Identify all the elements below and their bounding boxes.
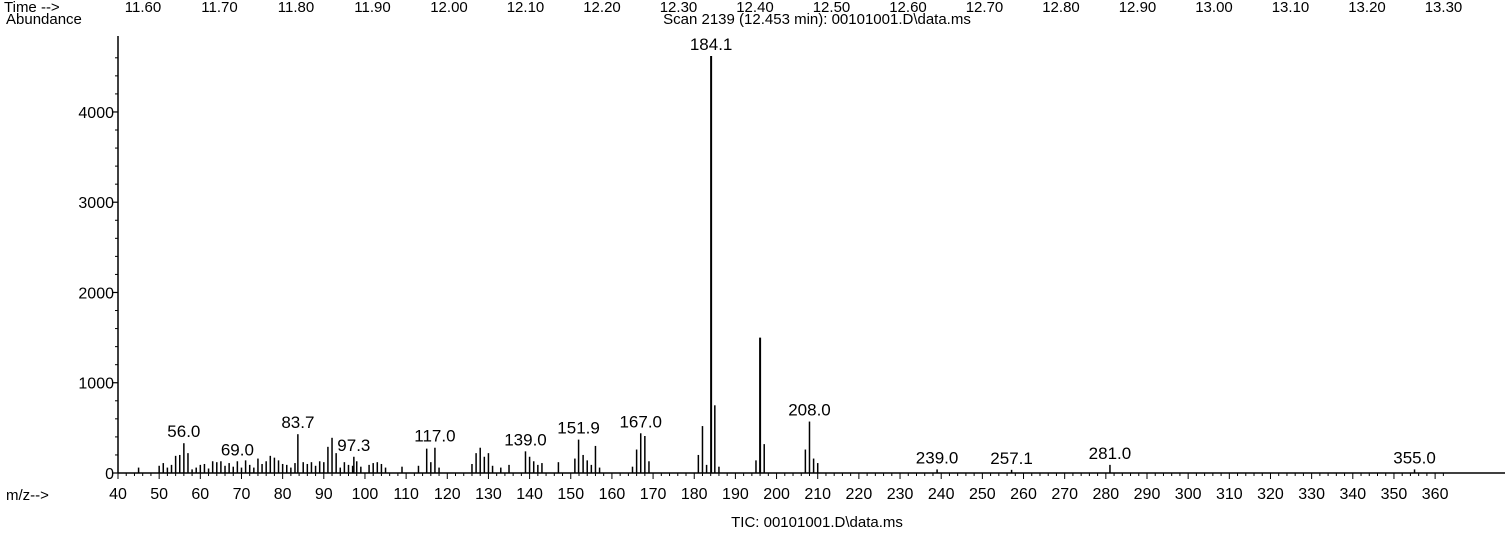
peak-label: 239.0: [916, 448, 959, 467]
y-tick-label: 4000: [78, 105, 114, 122]
x-tick-label: 160: [599, 486, 626, 503]
x-tick-label: 330: [1298, 486, 1325, 503]
time-tick-label: 12.00: [430, 0, 468, 16]
x-tick-label: 280: [1092, 486, 1119, 503]
x-tick-label: 290: [1134, 486, 1161, 503]
x-tick-label: 220: [846, 486, 873, 503]
x-tick-label: 360: [1422, 486, 1449, 503]
time-tick-label: 12.70: [966, 0, 1004, 16]
peak-label: 117.0: [414, 427, 455, 446]
x-tick-label: 250: [969, 486, 996, 503]
time-tick-label: 12.60: [889, 0, 927, 16]
x-tick-label: 120: [434, 486, 461, 503]
y-axis-ticks: 0 1000 2000 3000 4000: [78, 57, 118, 483]
time-tick-label: 12.30: [660, 0, 698, 16]
peak-label: 184.1: [690, 35, 733, 54]
time-tick-label: 11.60: [125, 0, 161, 16]
peak-labels: 56.0 69.0 83.7 97.3 117.0 139.0 151.9 167.0 184.…: [167, 35, 1436, 468]
time-tick-label: 11.90: [354, 0, 390, 16]
x-tick-label: 150: [557, 486, 584, 503]
mz-axis-label: m/z-->: [6, 487, 49, 504]
peak-label: 167.0: [619, 412, 662, 431]
x-tick-label: 210: [804, 486, 831, 503]
time-tick-label: 12.50: [813, 0, 851, 16]
tic-label: TIC: 00101001.D\data.ms: [731, 514, 903, 531]
x-tick-label: 70: [233, 486, 251, 503]
x-tick-label: 270: [1051, 486, 1078, 503]
peak-label: 139.0: [504, 430, 547, 449]
peak-label: 97.3: [337, 436, 370, 455]
peak-label: 208.0: [788, 401, 831, 420]
time-tick-label: 11.70: [201, 0, 237, 16]
time-tick-label: 12.40: [736, 0, 774, 16]
peaks: [137, 56, 1416, 473]
peak-label: 281.0: [1089, 444, 1132, 463]
chart-title: Scan 2139 (12.453 min): 00101001.D\data.…: [663, 11, 971, 28]
peak-label: 151.9: [557, 419, 600, 438]
time-tick-label: 13.30: [1425, 0, 1463, 16]
x-tick-label: 300: [1175, 486, 1202, 503]
x-tick-label: 130: [475, 486, 502, 503]
abundance-axis-label: Abundance: [6, 11, 82, 28]
x-tick-label: 100: [352, 486, 379, 503]
time-tick-label: 11.80: [278, 0, 314, 16]
peak-label: 257.1: [990, 449, 1033, 468]
x-tick-label: 140: [516, 486, 543, 503]
x-tick-label: 90: [315, 486, 333, 503]
x-tick-label: 230: [887, 486, 914, 503]
x-tick-label: 180: [681, 486, 708, 503]
time-tick-label: 12.10: [507, 0, 545, 16]
x-tick-label: 170: [640, 486, 667, 503]
x-tick-label: 310: [1216, 486, 1243, 503]
peak-label: 69.0: [221, 440, 254, 459]
peak-label: 56.0: [167, 422, 200, 441]
x-tick-label: 340: [1339, 486, 1366, 503]
time-tick-label: 12.80: [1042, 0, 1080, 16]
time-tick-label: 13.00: [1195, 0, 1233, 16]
x-tick-label: 50: [150, 486, 168, 503]
peak-label: 83.7: [281, 413, 314, 432]
x-axis-ticks: 40 50 60 70 80 90 100 110 120 130 140 150 160 170 180 1…: [109, 473, 1449, 503]
x-tick-label: 320: [1257, 486, 1284, 503]
y-tick-label: 2000: [78, 285, 114, 302]
x-tick-label: 260: [1010, 486, 1037, 503]
x-tick-label: 190: [722, 486, 749, 503]
x-tick-label: 60: [191, 486, 209, 503]
peak-label: 355.0: [1393, 448, 1436, 467]
x-tick-label: 110: [393, 486, 419, 503]
time-tick-label: 13.10: [1272, 0, 1310, 16]
x-tick-label: 350: [1381, 486, 1408, 503]
x-tick-label: 40: [109, 486, 127, 503]
time-axis-label: Time -->: [4, 0, 60, 16]
time-tick-label: 12.90: [1119, 0, 1157, 16]
time-header: Time --> 11.60 11.70 11.80 11.90 12.00 12.10 1…: [4, 0, 1462, 16]
time-tick-label: 12.20: [583, 0, 621, 16]
y-tick-label: 0: [105, 466, 114, 483]
y-tick-label: 1000: [78, 376, 114, 393]
x-tick-label: 240: [928, 486, 955, 503]
time-tick-label: 13.20: [1348, 0, 1386, 16]
time-tick-labels: 11.60 11.70 11.80 11.90 12.00 12.10 12.20 12.30…: [125, 0, 1462, 16]
y-tick-label: 3000: [78, 195, 114, 212]
x-tick-label: 80: [274, 486, 292, 503]
x-tick-label: 200: [763, 486, 790, 503]
